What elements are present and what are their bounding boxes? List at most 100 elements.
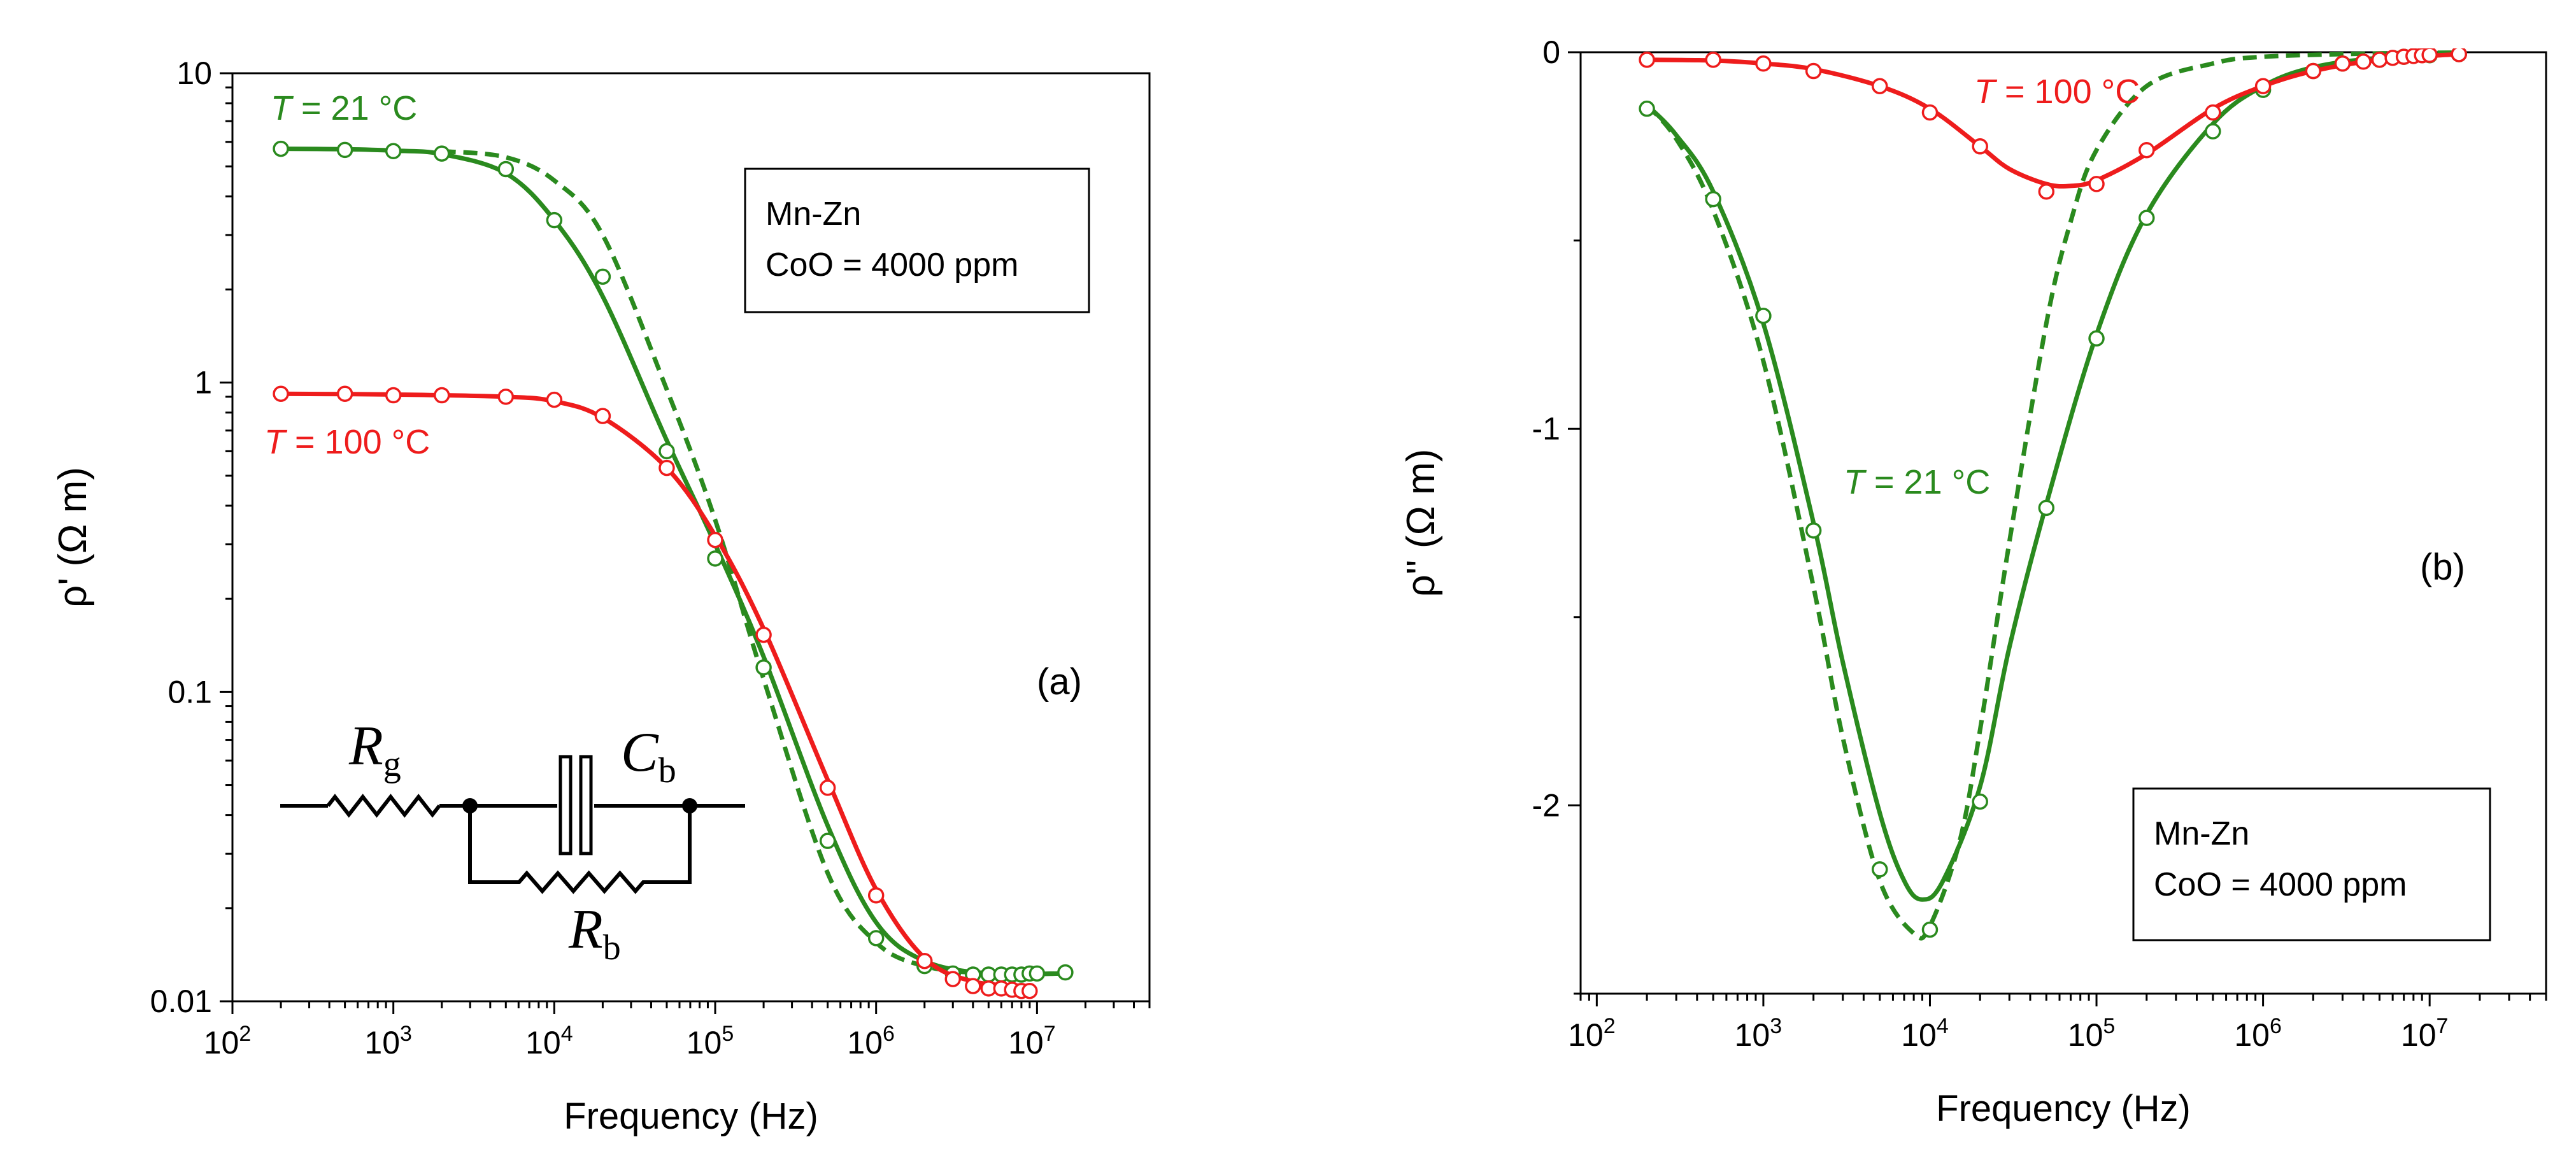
series-red [1639,48,2467,200]
data-point-red [336,385,353,403]
panel-label: (a) [1037,661,1082,703]
data-point-green [497,161,515,178]
data-point-red [2451,48,2467,62]
data-point-green [819,833,836,849]
x-axis-title: Frequency (Hz) [1936,1088,2191,1129]
legend-material: Mn-Zn [2154,815,2249,852]
data-point-red [2355,54,2372,70]
data-point-red [944,971,962,987]
legend-box: Mn-Zn CoO = 4000 ppm [744,168,1090,313]
legend-composition: CoO = 4000 ppm [2154,866,2407,903]
circuit-node [682,798,697,813]
data-point-green [658,443,675,460]
data-point-red [707,531,723,548]
x-tick-label: 106 [2234,1014,2282,1053]
label-rb: Rb [568,899,621,968]
x-axis-title: Frequency (Hz) [564,1096,818,1137]
y-tick-label: 0 [1542,34,1560,70]
fit-solid-green [1645,52,2459,902]
x-tick-label: 102 [204,1022,252,1061]
data-point-green [2088,330,2105,347]
data-point-green [1972,793,1988,810]
data-point-green [1057,964,1074,981]
data-point-green [433,145,450,162]
data-point-red [2371,52,2388,68]
chart-panel-a: 102 103 104 105 106 107 0.01 0.1 1 10 Frequency (H… [51,55,1151,1137]
series-label-green: T = 21 °C [1844,463,1990,501]
series-label-red: T = 100 °C [1974,73,2140,111]
x-tick-label: 103 [1735,1014,1783,1053]
legend-frame [744,168,1090,313]
data-point-green [867,930,885,947]
data-point-red [1805,62,1822,80]
resistor-rb [468,806,692,894]
data-point-green [1639,100,1655,117]
data-point-red [2038,183,2055,200]
data-point-green [755,659,772,676]
data-point-green [273,140,289,157]
x-tick-label: 104 [525,1022,573,1061]
x-tick-label: 107 [2401,1014,2449,1053]
circuit-inset [280,755,745,894]
x-tick-label: 106 [847,1022,895,1061]
data-point-red [819,780,836,796]
data-point-green [336,141,353,159]
legend-composition: CoO = 4000 ppm [765,247,1018,283]
data-point-red [546,391,563,408]
series-label-green: T = 21 °C [271,89,417,127]
data-point-red [2305,62,2322,80]
data-point-red [1755,55,1772,72]
y-tick-label: -1 [1532,411,1560,447]
legend-box: Mn-Zn CoO = 4000 ppm [2132,787,2491,941]
fit-solid-red [281,391,1030,989]
data-point-red [916,952,933,969]
fit-solid-red [1647,52,2459,189]
data-point-red [2088,176,2105,192]
data-point-green [1871,861,1888,878]
series-label-red: T = 100 °C [264,423,430,461]
y-tick-label: 0.01 [150,983,212,1019]
y-axis-title: ρ'' (Ω m) [1399,449,1443,597]
series-red [273,385,1038,999]
y-tick-label: 0.1 [167,674,212,710]
data-point-green [2038,499,2055,517]
data-point-red [433,387,450,404]
data-point-green [1705,190,1721,208]
data-point-red [273,385,289,403]
plot-frame [1579,51,2547,995]
x-tick-label: 107 [1008,1022,1056,1061]
data-point-red [1021,983,1038,999]
data-point-green [707,550,723,567]
x-tick-label: 103 [364,1022,412,1061]
data-point-red [1871,78,1888,94]
data-point-red [497,389,515,405]
capacitor-plate [559,755,573,855]
label-rg: Rg [348,715,401,784]
data-point-red [1972,138,1988,155]
data-point-green [1921,921,1939,938]
data-point-red [2205,104,2221,121]
data-point-green [1028,965,1046,982]
data-point-red [867,887,885,904]
y-tick-label: 1 [194,365,212,401]
data-point-red [2254,78,2272,94]
data-point-red [965,978,981,994]
fit-dashed-green [1645,50,2459,941]
data-point-red [2334,55,2351,72]
data-point-red [594,408,611,424]
resistor-rg [326,794,441,818]
data-point-red [755,626,772,643]
y-axis-title: ρ' (Ω m) [51,467,95,608]
label-cb: Cb [621,722,676,790]
x-tick-label: 104 [1901,1014,1949,1053]
y-tick-label: 10 [176,55,212,91]
legend-frame [2132,787,2491,941]
data-point-red [1639,52,1655,68]
y-tick-label: -2 [1532,787,1560,823]
data-point-green [1805,522,1822,539]
x-tick-label: 105 [2068,1014,2116,1053]
data-point-red [1921,104,1939,121]
data-point-green [1755,308,1772,324]
data-point-green [594,268,611,285]
